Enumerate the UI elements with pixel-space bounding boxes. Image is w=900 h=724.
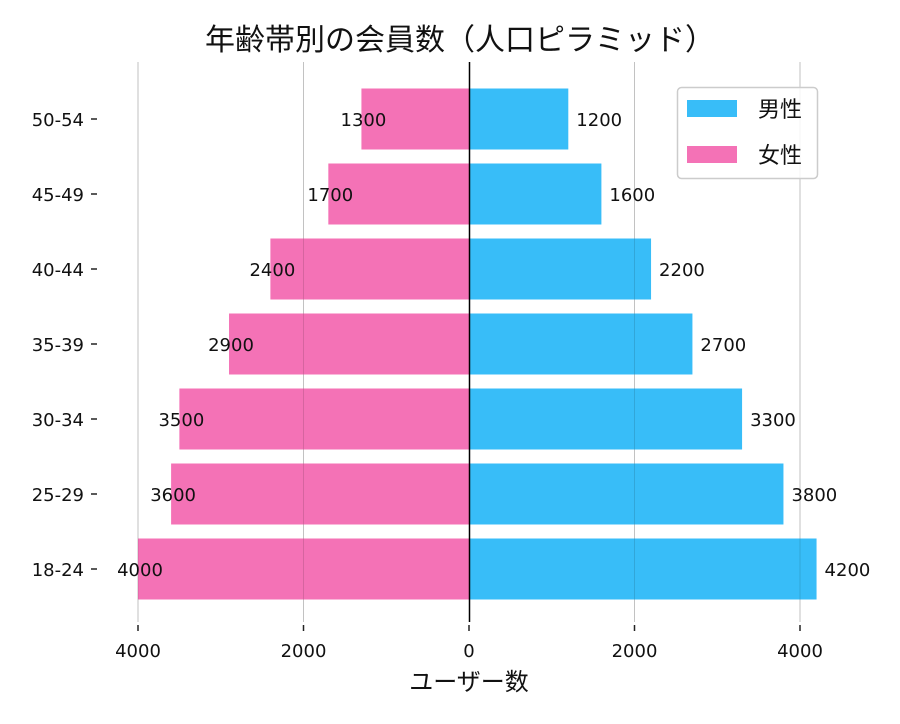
x-tick-label: 2000 (281, 641, 327, 662)
y-tick-label: 18-24 (32, 560, 84, 581)
legend-swatch-female (687, 146, 737, 163)
x-tick-label: 4000 (777, 641, 823, 662)
male-value-label: 1600 (609, 185, 655, 206)
legend-swatch-male (687, 100, 737, 117)
female-bar-18-24 (138, 538, 469, 600)
female-bar-35-39 (229, 313, 469, 375)
male-bar-40-44 (469, 238, 652, 300)
female-bar-40-44 (270, 238, 469, 300)
male-bar-45-49 (469, 163, 602, 225)
male-bar-18-24 (469, 538, 817, 600)
legend: 男性 女性 (676, 86, 819, 180)
legend-label-female: 女性 (758, 144, 802, 169)
female-bar-30-34 (179, 388, 469, 450)
female-value-label: 3600 (150, 485, 196, 506)
legend-label-male: 男性 (758, 98, 802, 123)
male-bar-50-54 (469, 88, 569, 150)
male-value-label: 2700 (700, 335, 746, 356)
y-tick-label: 30-34 (32, 410, 84, 431)
female-value-label: 1700 (307, 185, 353, 206)
x-tick-label: 0 (463, 641, 474, 662)
male-value-label: 2200 (659, 260, 705, 281)
male-bar-30-34 (469, 388, 743, 450)
female-value-label: 4000 (117, 560, 163, 581)
female-value-label: 3500 (158, 410, 204, 431)
female-bar-45-49 (328, 163, 469, 225)
y-tick-label: 45-49 (32, 185, 84, 206)
y-tick-label: 40-44 (32, 260, 84, 281)
x-tick-label: 4000 (115, 641, 161, 662)
male-value-label: 3300 (750, 410, 796, 431)
y-tick-label: 25-29 (32, 485, 84, 506)
y-tick-label: 35-39 (32, 335, 84, 356)
male-bar-35-39 (469, 313, 693, 375)
male-bar-25-29 (469, 463, 784, 525)
female-value-label: 1300 (341, 110, 387, 131)
male-value-label: 4200 (825, 560, 871, 581)
chart-title: 年齢帯別の会員数（人口ピラミッド） (205, 23, 715, 58)
x-axis-label: ユーザー数 (409, 668, 529, 696)
female-bar-25-29 (171, 463, 469, 525)
x-tick-label: 2000 (612, 641, 658, 662)
female-value-label: 2900 (208, 335, 254, 356)
y-tick-label: 50-54 (32, 110, 84, 131)
male-value-label: 3800 (791, 485, 837, 506)
female-bar-50-54 (361, 88, 469, 150)
male-value-label: 1200 (576, 110, 622, 131)
female-value-label: 2400 (249, 260, 295, 281)
